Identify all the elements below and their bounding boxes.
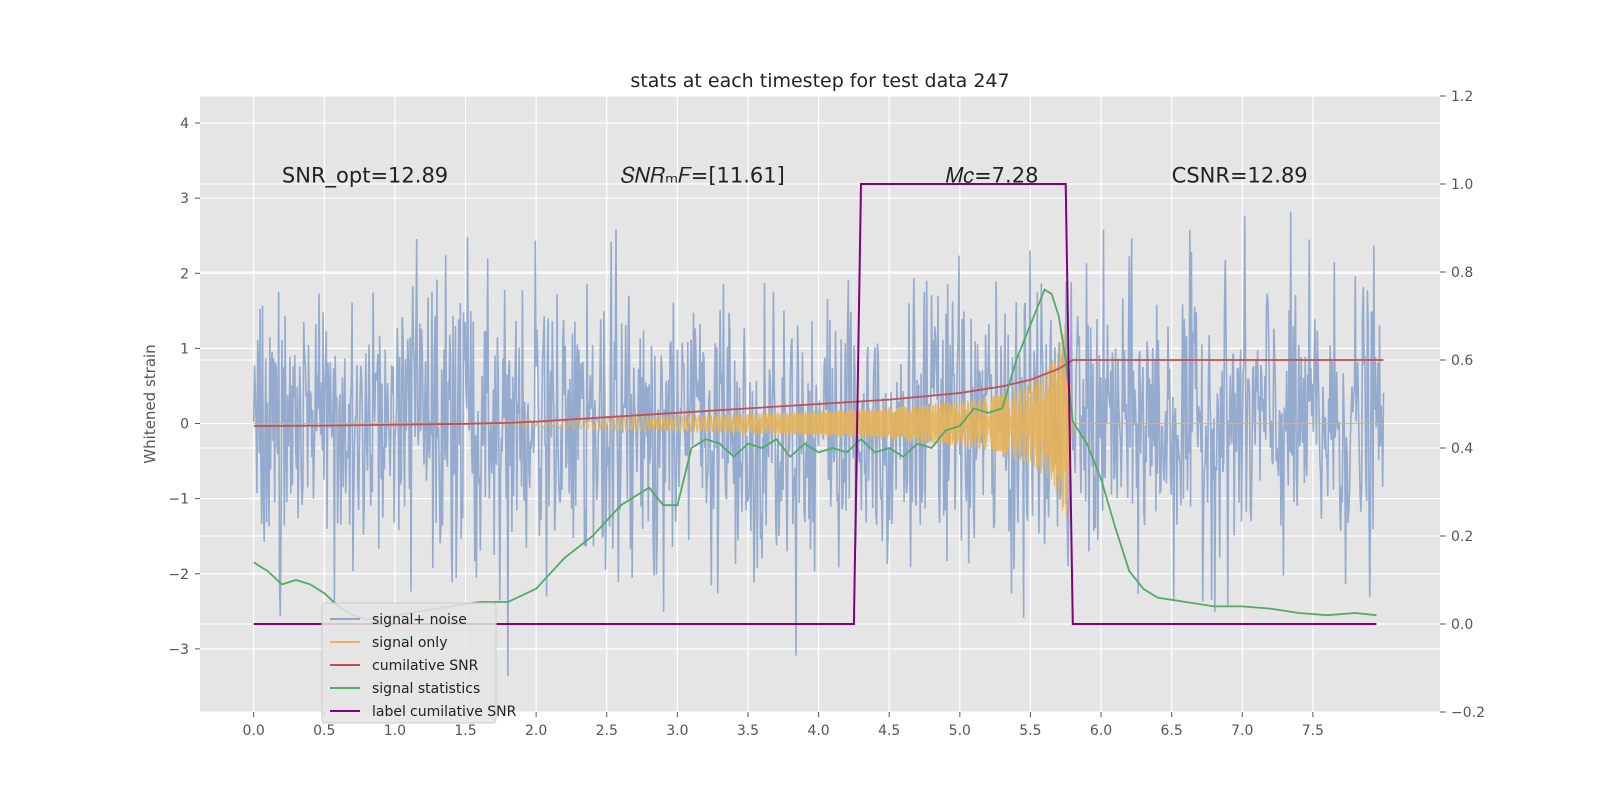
x-tick-label: 5.5	[1019, 723, 1041, 739]
x-tick-label: 1.5	[454, 723, 476, 739]
x-tick-label: 6.5	[1161, 723, 1183, 739]
x-tick-label: 2.0	[525, 723, 547, 739]
x-tick-label: 1.0	[384, 723, 406, 739]
x-tick-label: 4.5	[878, 723, 900, 739]
y2-tick-label: 0.4	[1451, 441, 1473, 457]
y-axis-label: Whitened strain	[141, 344, 159, 463]
annotation-text: 𝑀𝑐=7.28	[946, 164, 1039, 188]
y2-tick-label: 1.0	[1451, 177, 1473, 193]
x-tick-label: 0.5	[313, 723, 335, 739]
y-tick-label: −1	[168, 492, 189, 508]
x-axis: 0.0 0.5 1.0 1.5 2.0 2.5 3.0 3.5 4.0 4.5 5.0 5.5 6.0 6…	[243, 712, 1324, 739]
y-tick-label: −2	[168, 567, 189, 583]
annotation-text: SNR_opt=12.89	[282, 164, 448, 189]
y-tick-label: 3	[180, 191, 189, 207]
annotations: SNR_opt=12.89 𝑆𝑁𝑅ₘ𝐹=[11.61] 𝑀𝑐=7.28 CSNR=12…	[282, 164, 1308, 189]
y2-tick-label: 0.8	[1451, 265, 1473, 281]
chart-title: stats at each timestep for test data 247	[630, 70, 1009, 92]
y-axis-right: 1.2 1.0 0.8 0.6 0.4 0.2 0.0 −0.2	[1440, 89, 1485, 721]
x-tick-label: 4.0	[807, 723, 829, 739]
y-tick-label: 4	[180, 116, 189, 132]
y2-tick-label: 0.6	[1451, 353, 1473, 369]
x-tick-label: 5.0	[949, 723, 971, 739]
legend-box	[321, 602, 497, 724]
x-tick-label: 7.5	[1302, 723, 1324, 739]
cumilative-snr-line	[253, 359, 1384, 427]
annotation-text: CSNR=12.89	[1172, 164, 1308, 188]
y-tick-label: 1	[180, 341, 189, 357]
x-tick-label: 6.0	[1090, 723, 1112, 739]
legend-entry: signal+ noise	[372, 612, 467, 628]
legend-entry: signal statistics	[372, 681, 480, 697]
y-tick-label: −3	[168, 642, 189, 658]
signal-noise-line	[252, 211, 1385, 677]
y2-tick-label: 0.2	[1451, 529, 1473, 545]
x-tick-label: 7.0	[1231, 723, 1253, 739]
y-axis-left: 4 3 2 1 0 −1 −2 −3	[168, 116, 200, 658]
signal-noise-series	[252, 211, 1385, 677]
legend-entry: label	[372, 704, 406, 720]
y-tick-label: 0	[180, 417, 189, 433]
x-tick-label: 3.0	[666, 723, 688, 739]
label-line	[253, 183, 1377, 625]
y-tick-label: 2	[180, 266, 189, 282]
legend-entry: signal only	[372, 635, 447, 651]
y2-tick-label: 0.0	[1451, 617, 1473, 633]
y2-tick-label: −0.2	[1451, 705, 1485, 721]
x-tick-label: 0.0	[243, 723, 265, 739]
annotation-text: 𝑆𝑁𝑅ₘ𝐹=[11.61]	[621, 164, 785, 188]
legend: cumilative SNR signal+ noise signal only cu…	[321, 602, 517, 724]
x-tick-label: 2.5	[596, 723, 618, 739]
x-tick-label: 3.5	[737, 723, 759, 739]
legend-ghost-text: cumilative SNR	[410, 704, 517, 720]
y2-tick-label: 1.2	[1451, 89, 1473, 105]
legend-entry: cumilative SNR	[372, 658, 479, 674]
